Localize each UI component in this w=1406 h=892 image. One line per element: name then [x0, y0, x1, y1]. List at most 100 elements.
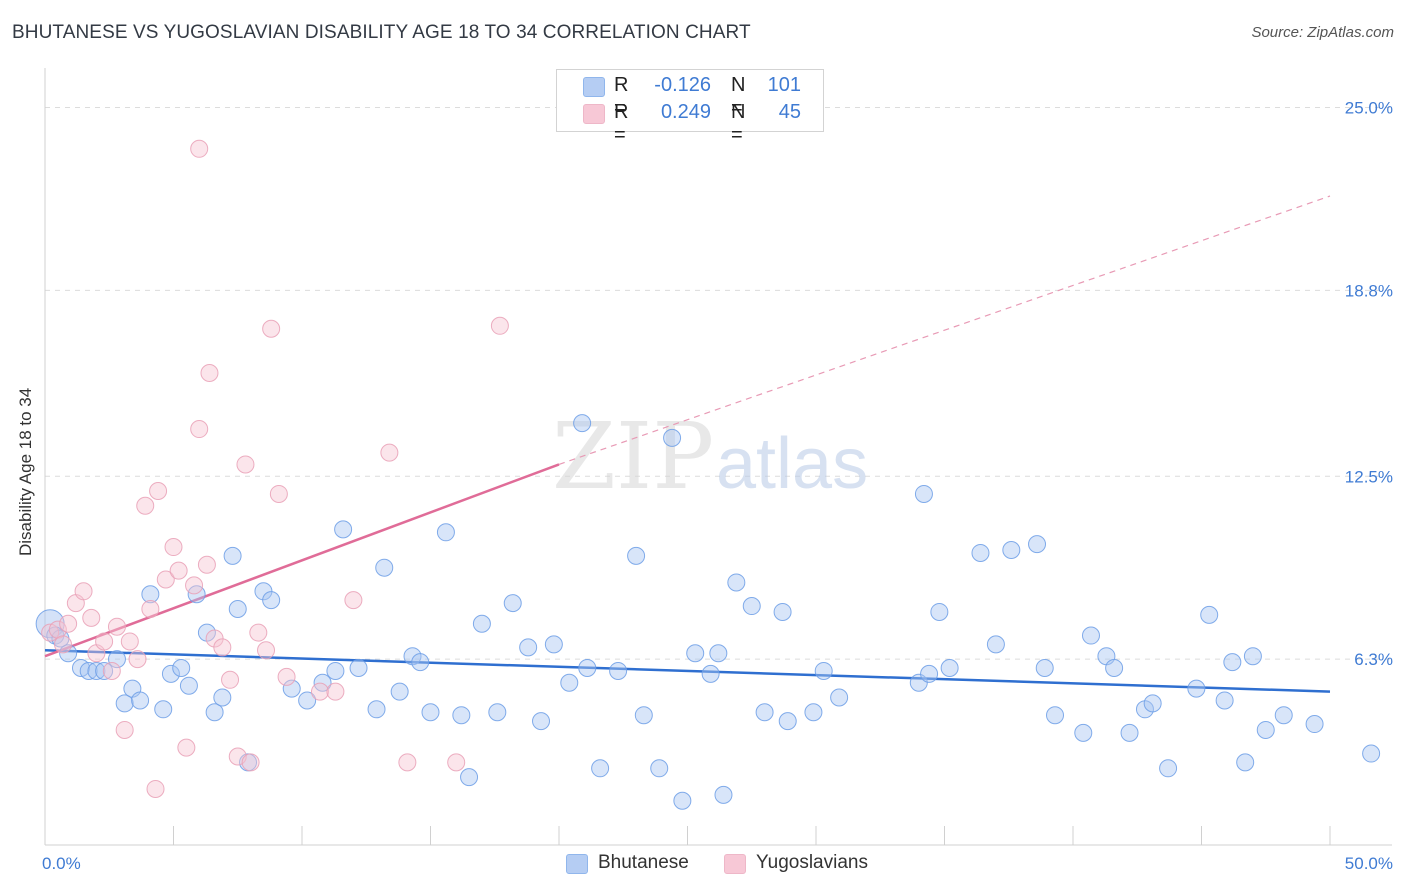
point-bhutanese — [262, 591, 281, 610]
point-bhutanese — [87, 661, 106, 680]
point-bhutanese — [1081, 626, 1100, 645]
point-bhutanese — [390, 682, 409, 701]
point-bhutanese — [107, 650, 126, 669]
point-yugoslavians — [221, 670, 240, 689]
point-bhutanese — [228, 600, 247, 618]
x-tick-label: 0.0% — [42, 854, 81, 873]
chart-source: Source: ZipAtlas.com — [1251, 24, 1394, 41]
point-bhutanese — [1215, 691, 1234, 710]
point-bhutanese — [1274, 706, 1293, 725]
legend-swatch-bhutanese — [583, 77, 605, 97]
point-yugoslavians — [146, 779, 165, 798]
point-yugoslavians — [257, 641, 276, 660]
legend-r-value: -0.126 — [654, 74, 711, 96]
point-bhutanese — [1035, 659, 1054, 677]
y-tick-labels: 6.3% 12.5% 18.8% 25.0% — [1345, 99, 1393, 670]
point-yugoslavians — [115, 720, 134, 739]
point-yugoslavians — [490, 316, 509, 335]
point-yugoslavians — [164, 538, 183, 557]
point-bhutanese — [421, 703, 440, 722]
point-yugoslavians — [200, 364, 219, 382]
point-yugoslavians — [241, 753, 260, 772]
series-legend: Bhutanese Yugoslavians — [0, 852, 1406, 878]
point-yugoslavians — [59, 614, 78, 633]
point-bhutanese — [755, 703, 774, 722]
point-bhutanese — [282, 679, 301, 698]
point-bhutanese — [349, 659, 368, 677]
point-bhutanese — [367, 700, 386, 719]
point-yugoslavians — [344, 591, 363, 610]
point-bhutanese — [334, 520, 353, 539]
point-yugoslavians — [380, 443, 399, 462]
point-bhutanese — [141, 585, 160, 604]
point-bhutanese — [560, 673, 579, 692]
point-yugoslavians — [269, 484, 288, 503]
point-bhutanese — [634, 706, 653, 725]
point-bhutanese — [411, 653, 430, 672]
point-bhutanese — [909, 673, 928, 692]
point-bhutanese — [1046, 706, 1065, 725]
point-yugoslavians — [82, 608, 101, 627]
correlation-legend: R = -0.126 N = 101 R = 0.249 N = 45 — [556, 69, 824, 146]
point-yugoslavians — [326, 682, 345, 701]
point-bhutanese — [1362, 744, 1381, 763]
series-label: Bhutanese — [598, 852, 689, 873]
point-bhutanese — [436, 523, 455, 542]
y-tick-label: 18.8% — [1345, 281, 1393, 300]
point-yugoslavians — [120, 632, 139, 651]
gridlines — [45, 107, 1392, 660]
point-bhutanese — [503, 594, 522, 613]
x-tick-labels: 0.0% 50.0% — [42, 854, 1393, 873]
point-bhutanese — [161, 664, 180, 683]
point-yugoslavians — [136, 496, 155, 515]
trend-line-bhutanese — [44, 649, 1331, 693]
point-bhutanese — [609, 661, 628, 680]
watermark-zip: ZIP — [552, 403, 714, 510]
point-bhutanese — [223, 546, 242, 565]
series-swatch-yugoslavians — [724, 854, 746, 874]
point-yugoslavians — [190, 420, 209, 439]
point-bhutanese — [701, 664, 720, 683]
point-bhutanese — [460, 768, 479, 787]
point-bhutanese — [1159, 759, 1178, 778]
point-yugoslavians — [156, 570, 175, 589]
point-bhutanese — [940, 659, 959, 677]
point-bhutanese — [1028, 535, 1047, 554]
point-bhutanese — [920, 664, 939, 683]
point-yugoslavians — [447, 753, 466, 772]
point-bhutanese — [930, 602, 949, 621]
legend-swatch-yugoslavians — [583, 104, 605, 124]
point-yugoslavians — [95, 632, 114, 651]
point-bhutanese — [914, 484, 933, 503]
legend-r-label: R = — [614, 74, 629, 119]
point-yugoslavians — [190, 139, 209, 158]
point-bhutanese — [375, 558, 394, 577]
point-yugoslavians — [398, 753, 417, 772]
point-bhutanese — [452, 706, 471, 725]
legend-n-label: N = — [731, 101, 746, 146]
point-bhutanese — [971, 543, 990, 562]
trend-extension-yugoslavians — [558, 195, 1331, 466]
point-bhutanese — [488, 703, 507, 722]
point-yugoslavians — [185, 576, 204, 595]
point-bhutanese — [544, 635, 563, 654]
point-bhutanese — [59, 644, 78, 663]
x-tick-label: 50.0% — [1345, 854, 1393, 873]
point-bhutanese — [686, 644, 705, 663]
point-bhutanese — [115, 694, 134, 713]
point-yugoslavians — [236, 455, 255, 474]
point-bhutanese — [1243, 647, 1262, 666]
point-bhutanese — [131, 691, 150, 710]
point-bhutanese — [298, 691, 317, 710]
point-yugoslavians — [74, 582, 93, 601]
point-bhutanese — [804, 703, 823, 722]
point-bhutanese — [1305, 715, 1324, 734]
trend-line-yugoslavians — [44, 463, 560, 658]
chart-title: BHUTANESE VS YUGOSLAVIAN DISABILITY AGE … — [12, 22, 751, 43]
point-bhutanese — [205, 703, 224, 722]
legend-n-label: N = — [731, 74, 746, 119]
series-label: Yugoslavians — [756, 852, 868, 873]
point-yugoslavians — [213, 638, 232, 657]
point-bhutanese — [1223, 653, 1242, 672]
